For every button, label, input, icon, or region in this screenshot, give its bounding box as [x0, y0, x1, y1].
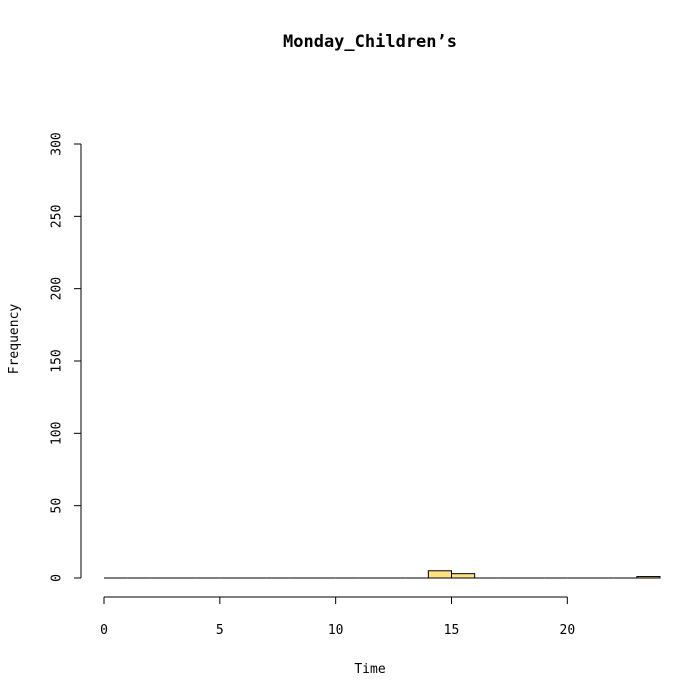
chart-title: Monday_Children’s	[283, 32, 457, 52]
y-tick-label: 200	[50, 277, 65, 300]
y-tick-label: 250	[50, 205, 65, 228]
x-axis: 0 5 10 15 20	[100, 596, 576, 638]
y-tick-label: 50	[50, 498, 65, 514]
y-tick-label: 300	[50, 132, 65, 155]
y-axis-label: Frequency	[7, 304, 22, 375]
x-tick-label: 0	[100, 623, 108, 638]
histogram-bar	[451, 573, 476, 579]
y-tick-label: 100	[50, 422, 65, 445]
y-tick-label: 0	[50, 574, 65, 582]
histogram-bar	[427, 570, 453, 579]
x-tick-label: 20	[560, 623, 576, 638]
histogram-bars	[104, 570, 661, 579]
x-tick-label: 10	[328, 623, 344, 638]
x-tick-label: 15	[444, 623, 460, 638]
y-tick-label: 150	[50, 349, 65, 372]
x-tick-label: 5	[216, 623, 224, 638]
x-axis-label: Time	[354, 662, 385, 677]
y-axis: 0 50 100 150 200 250 300	[50, 132, 82, 582]
histogram-bar	[636, 576, 661, 579]
